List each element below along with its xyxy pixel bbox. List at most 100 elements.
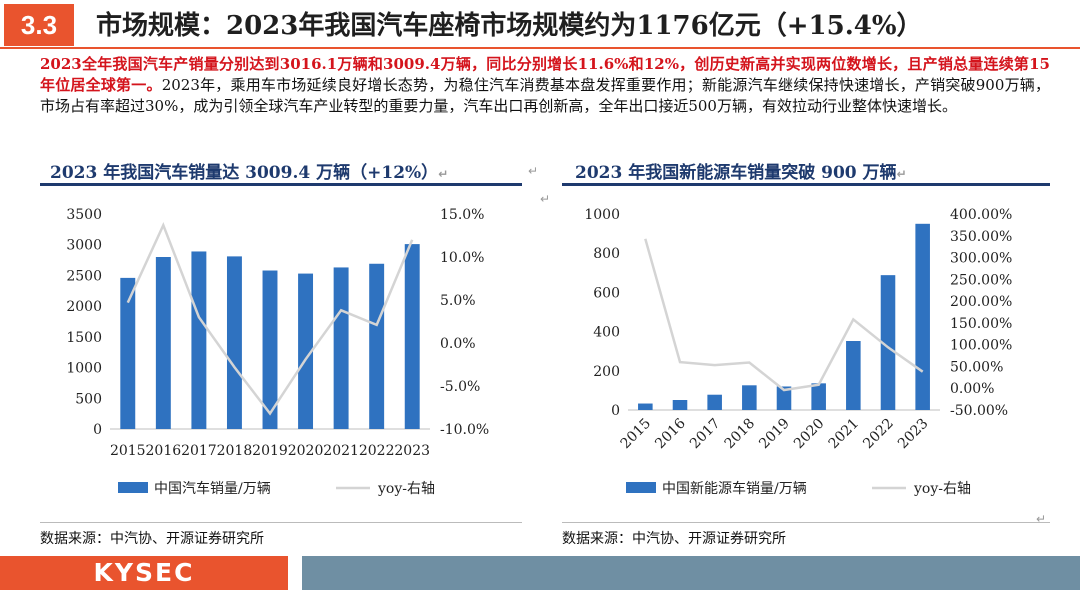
chart2-bar	[742, 385, 757, 410]
chart2-bar	[880, 275, 896, 410]
page-title: 市场规模：2023年我国汽车座椅市场规模约为1176亿元（+15.4%）	[96, 11, 923, 41]
chart1-left-tick-label: 1500	[66, 330, 102, 346]
section-number: 3.3	[4, 4, 74, 46]
chart1-bar	[298, 273, 314, 429]
chart2-bar	[915, 223, 930, 410]
chart2-right-tick-label: 300.00%	[950, 251, 1012, 267]
return-mark: ↵	[1036, 512, 1047, 526]
chart1-bar	[191, 251, 207, 429]
chart2-legend-line-label: yoy-右轴	[913, 481, 971, 497]
chart1-left-tick-label: 2500	[66, 268, 102, 284]
chart1-source: 数据来源：中汽协、开源证券研究所	[40, 528, 264, 548]
return-mark: ↵	[540, 192, 551, 206]
chart2-left-tick-label: 200	[593, 364, 620, 380]
chart1-right-tick-label: 0.0%	[440, 336, 476, 352]
chart1-category-label: 2019	[252, 443, 288, 459]
chart1-legend-line-label: yoy-右轴	[377, 481, 435, 497]
chart1-right-tick-label: -5.0%	[440, 379, 480, 395]
chart1-title: 2023 年我国汽车销量达 3009.4 万辆（+12%）↵	[50, 158, 448, 183]
return-mark: ↵	[528, 164, 539, 178]
chart2-right-tick-label: 150.00%	[950, 316, 1012, 332]
chart2-bar	[811, 383, 826, 410]
chart1-category-label: 2016	[146, 443, 182, 459]
chart1-category-label: 2020	[288, 443, 324, 459]
chart2-right-tick-label: 0.00%	[950, 381, 994, 397]
chart2-right-tick-label: 250.00%	[950, 272, 1012, 288]
chart2-right-tick-label: 350.00%	[950, 229, 1012, 245]
chart1-category-label: 2023	[394, 443, 430, 459]
chart2-bar	[846, 341, 861, 410]
chart1-left-tick-label: 0	[93, 422, 102, 438]
chart2-left-tick-label: 0	[611, 403, 620, 419]
chart2-category-label: 2020	[791, 416, 828, 453]
chart2-right-tick-label: 100.00%	[950, 338, 1012, 354]
chart1-bar	[369, 263, 385, 429]
chart2-title-text: 2023 年我国新能源车销量突破 900 万辆	[575, 163, 897, 183]
chart1-category-label: 2018	[217, 443, 253, 459]
chart2-right-tick-label: 50.00%	[950, 359, 1003, 375]
chart2-category-label: 2021	[826, 416, 863, 453]
chart2-title-rule	[562, 183, 1050, 186]
chart2-source: 数据来源：中汽协、开源证券研究所	[562, 528, 786, 548]
chart1-left-tick-label: 3000	[66, 238, 102, 254]
chart2-category-label: 2019	[756, 416, 793, 453]
chart2-category-label: 2015	[618, 416, 655, 453]
chart1-bar	[226, 256, 242, 429]
chart2-category-label: 2022	[860, 416, 897, 453]
chart1-category-label: 2022	[359, 443, 395, 459]
chart1-left-tick-label: 500	[75, 391, 102, 407]
chart2-title: 2023 年我国新能源车销量突破 900 万辆↵	[575, 158, 907, 183]
kysec-logo: KYSEC	[93, 558, 195, 587]
source-divider	[40, 522, 522, 523]
chart1-source-text: 数据来源：中汽协、开源证券研究所	[40, 531, 264, 547]
chart2-category-label: 2016	[652, 415, 689, 452]
chart2-left-tick-label: 400	[593, 325, 620, 341]
chart2-category-label: 2023	[895, 416, 932, 453]
chart2-left-tick-label: 1000	[584, 207, 620, 223]
chart2-legend-bar-label: 中国新能源车销量/万辆	[662, 480, 807, 497]
chart1-bar	[404, 244, 420, 429]
footer-accent-bar	[0, 556, 288, 590]
summary-paragraph: 2023全年我国汽车产销量分别达到3016.1万辆和3009.4万辆，同比分别增…	[40, 54, 1050, 117]
chart1-right-tick-label: 5.0%	[440, 293, 476, 309]
chart1-category-label: 2017	[181, 443, 217, 459]
chart2-right-tick-label: 200.00%	[950, 294, 1012, 310]
chart2-bar	[672, 400, 688, 410]
chart2-source-text: 数据来源：中汽协、开源证券研究所	[562, 531, 786, 547]
chart2-right-tick-label: 400.00%	[950, 207, 1012, 223]
chart1-category-label: 2015	[110, 443, 146, 459]
chart1-legend-bar-swatch	[118, 482, 148, 493]
chart2-bar	[776, 386, 792, 410]
chart1-right-tick-label: 15.0%	[440, 207, 484, 223]
chart1-title-text: 2023 年我国汽车销量达 3009.4 万辆（+12%）	[50, 163, 439, 183]
footer-bar	[302, 556, 1080, 590]
chart1-category-label: 2021	[323, 443, 359, 459]
chart1-bar	[155, 257, 171, 429]
chart1-title-rule	[40, 183, 522, 186]
chart2-left-tick-label: 800	[593, 246, 620, 262]
chart2-left-tick-label: 600	[593, 285, 620, 301]
chart2-bar	[638, 403, 653, 410]
chart1-right-tick-label: -10.0%	[440, 422, 489, 438]
chart2-category-label: 2018	[722, 416, 759, 453]
chart2-bar	[707, 394, 722, 410]
chart1-bar	[262, 270, 278, 429]
chart1-legend-bar-label: 中国汽车销量/万辆	[154, 480, 271, 497]
chart1-bar	[333, 267, 349, 429]
chart2-right-tick-label: -50.00%	[950, 403, 1008, 419]
chart1-right-tick-label: 10.0%	[440, 250, 484, 266]
chart2-nev-sales: 0 200 400 600 800 1000 -50.00% 0.00% 50.00% 100.0…	[584, 207, 1012, 497]
source-divider	[562, 522, 1050, 523]
chart1-bar	[120, 277, 136, 429]
chart1-left-tick-label: 3500	[66, 207, 102, 223]
chart1-left-tick-label: 2000	[66, 299, 102, 315]
chart1-yoy-line	[126, 221, 414, 416]
title-divider	[0, 47, 1080, 49]
summary-body: 2023年，乘用车市场延续良好增长态势，为稳住汽车消费基本盘发挥重要作用；新能源…	[40, 76, 1050, 115]
return-mark: ↵	[896, 167, 907, 181]
summary-highlight: 2023全年我国汽车产销量分别达到3016.1万辆和3009.4万辆，同比分别增…	[40, 55, 1050, 94]
chart1-vehicle-sales: 0 500 1000 1500 2000 2500 3000 3500 -10.0% -5.0% 0…	[66, 207, 489, 497]
return-mark: ↵	[438, 167, 449, 181]
chart2-legend-bar-swatch	[626, 482, 656, 493]
chart1-left-tick-label: 1000	[66, 361, 102, 377]
